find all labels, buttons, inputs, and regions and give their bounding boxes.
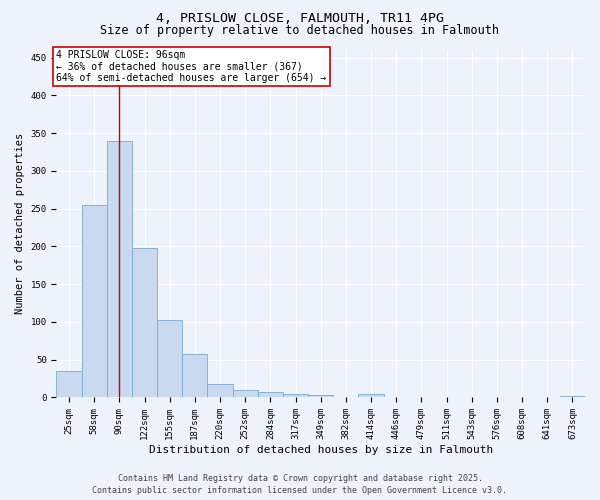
Bar bbox=[132, 248, 157, 398]
Bar bbox=[56, 371, 82, 398]
Bar bbox=[157, 320, 182, 398]
Bar bbox=[208, 384, 233, 398]
Text: 4, PRISLOW CLOSE, FALMOUTH, TR11 4PG: 4, PRISLOW CLOSE, FALMOUTH, TR11 4PG bbox=[156, 12, 444, 26]
Bar bbox=[182, 354, 208, 398]
Bar bbox=[560, 396, 585, 398]
Text: Contains HM Land Registry data © Crown copyright and database right 2025.
Contai: Contains HM Land Registry data © Crown c… bbox=[92, 474, 508, 495]
Y-axis label: Number of detached properties: Number of detached properties bbox=[15, 133, 25, 314]
Bar bbox=[233, 390, 258, 398]
Bar bbox=[358, 394, 383, 398]
Bar bbox=[283, 394, 308, 398]
Bar bbox=[308, 395, 333, 398]
Bar bbox=[107, 140, 132, 398]
Bar bbox=[258, 392, 283, 398]
Text: 4 PRISLOW CLOSE: 96sqm
← 36% of detached houses are smaller (367)
64% of semi-de: 4 PRISLOW CLOSE: 96sqm ← 36% of detached… bbox=[56, 50, 326, 83]
X-axis label: Distribution of detached houses by size in Falmouth: Distribution of detached houses by size … bbox=[149, 445, 493, 455]
Text: Size of property relative to detached houses in Falmouth: Size of property relative to detached ho… bbox=[101, 24, 499, 37]
Bar bbox=[82, 205, 107, 398]
